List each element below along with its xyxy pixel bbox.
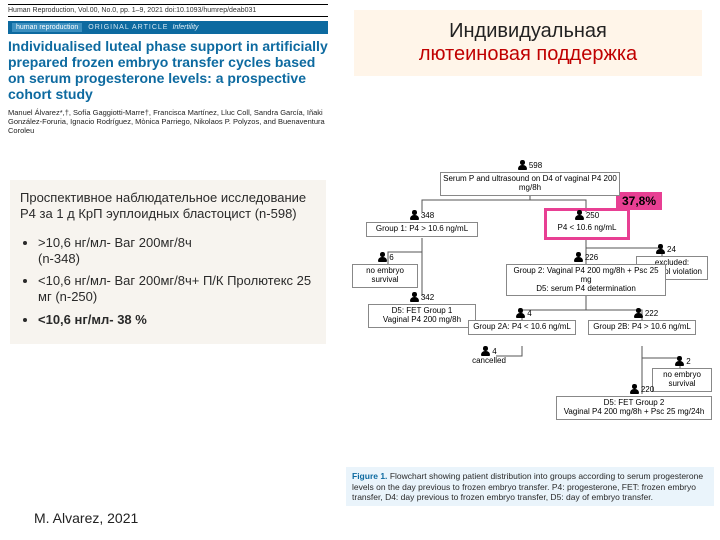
- person-icon: [378, 252, 387, 262]
- node-g2intv-n: 226: [556, 252, 616, 262]
- person-icon: [410, 292, 419, 302]
- slide-title-line1: Индивидуальная: [358, 20, 698, 43]
- summary-item-3: <10,6 нг/мл- 38 %: [38, 312, 316, 328]
- node-g2-text: P4 < 10.6 ng/mL: [548, 222, 626, 235]
- node-g1fet-text: D5: FET Group 1 Vaginal P4 200 mg/8h: [368, 304, 476, 328]
- g2cancel-text: cancelled: [472, 356, 506, 365]
- figure-caption: Figure 1. Flowchart showing patient dist…: [346, 467, 714, 506]
- node-excl-n: 24: [642, 244, 690, 254]
- slide-root: Human Reproduction, Vol.00, No.0, pp. 1–…: [0, 0, 720, 540]
- node-g1noemb-n: 6: [356, 252, 416, 262]
- g2fet-n: 220: [641, 385, 654, 394]
- excl-n: 24: [667, 245, 676, 254]
- paper-title: Individualised luteal phase support in a…: [8, 38, 328, 102]
- g1noemb-n: 6: [389, 253, 393, 262]
- root-n: 598: [529, 161, 542, 170]
- g2a-n: 4: [527, 309, 531, 318]
- summary-paragraph: Проспективное наблюдательное исследовани…: [20, 190, 316, 223]
- figure-caption-text: Flowchart showing patient distribution i…: [352, 471, 703, 501]
- g1fet-n: 342: [421, 293, 434, 302]
- summary-line2: Р4 за 1 д КрП эуплоидных бластоцист (n-5…: [20, 206, 297, 221]
- paper-header: Human Reproduction, Vol.00, No.0, pp. 1–…: [8, 4, 328, 135]
- node-g2b-n: 222: [616, 308, 676, 318]
- g2noemb-n: 2: [686, 357, 690, 366]
- node-root: 598: [450, 160, 610, 170]
- g2cancel-n: 4: [492, 347, 496, 356]
- paper-meta: Human Reproduction, Vol.00, No.0, pp. 1–…: [8, 4, 328, 17]
- journal-tag: human reproduction: [12, 23, 82, 32]
- summary-box: Проспективное наблюдательное исследовани…: [10, 180, 326, 344]
- summary-list: >10,6 нг/мл- Ваг 200мг/8ч (n-348) <10,6 …: [20, 235, 316, 328]
- node-g1noemb-text: no embryo survival: [352, 264, 418, 288]
- person-icon: [656, 244, 665, 254]
- node-g1fet-n: 342: [392, 292, 452, 302]
- person-icon: [518, 160, 527, 170]
- node-g2fet-n: 220: [614, 384, 670, 394]
- node-g1-n: 348: [386, 210, 458, 220]
- figure-label: Figure 1.: [352, 471, 387, 481]
- person-icon: [516, 308, 525, 318]
- summary-item-1b: (n-348): [38, 251, 80, 266]
- person-icon: [575, 210, 584, 220]
- citation: M. Alvarez, 2021: [34, 510, 138, 526]
- paper-tag-bar: human reproduction ORIGINAL ARTICLE Infe…: [8, 21, 328, 34]
- person-icon: [634, 308, 643, 318]
- node-g2b-text: Group 2B: P4 > 10.6 ng/mL: [588, 320, 696, 335]
- summary-item-1: >10,6 нг/мл- Ваг 200мг/8ч (n-348): [38, 235, 316, 268]
- person-icon: [481, 346, 490, 356]
- summary-line1: Проспективное наблюдательное исследовани…: [20, 190, 306, 205]
- node-g1-text: Group 1: P4 > 10.6 ng/mL: [366, 222, 478, 237]
- paper-authors: Manuel Álvarez*,†, Sofía Gaggiotti-Marre…: [8, 108, 328, 135]
- node-g2-n: 250: [552, 210, 622, 220]
- slide-title: Индивидуальная лютеиновая поддержка: [354, 10, 702, 76]
- person-icon: [410, 210, 419, 220]
- summary-item-2b: (n-250): [55, 289, 97, 304]
- node-g2fet-text: D5: FET Group 2 Vaginal P4 200 mg/8h + P…: [556, 396, 712, 420]
- node-g2noemb-n: 2: [658, 356, 708, 366]
- person-icon: [675, 356, 684, 366]
- summary-item-1a: >10,6 нг/мл- Ваг 200мг/8ч: [38, 235, 192, 250]
- g2intv-n: 226: [585, 253, 598, 262]
- person-icon: [574, 252, 583, 262]
- node-g2cancel-n: 4 cancelled: [464, 346, 514, 365]
- g1-n: 348: [421, 211, 434, 220]
- g2b-n: 222: [645, 309, 658, 318]
- node-root-text: Serum P and ultrasound on D4 of vaginal …: [440, 172, 620, 196]
- person-icon: [630, 384, 639, 394]
- node-g2a-n: 4: [494, 308, 554, 318]
- node-g2a-text: Group 2A: P4 < 10.6 ng/mL: [468, 320, 576, 335]
- summary-item-2: <10,6 нг/мл- Ваг 200мг/8ч+ П/К Пролютекс…: [38, 273, 316, 306]
- flowchart: 37,8% 598 Serum P and ultrasound on D4 o…: [346, 160, 714, 470]
- article-type: ORIGINAL ARTICLE: [88, 24, 168, 31]
- node-g2intv-text: Group 2: Vaginal P4 200 mg/8h + Psc 25 m…: [506, 264, 666, 296]
- article-category: Infertility: [172, 24, 198, 31]
- g2-n: 250: [586, 211, 599, 220]
- slide-title-line2: лютеиновая поддержка: [358, 43, 698, 66]
